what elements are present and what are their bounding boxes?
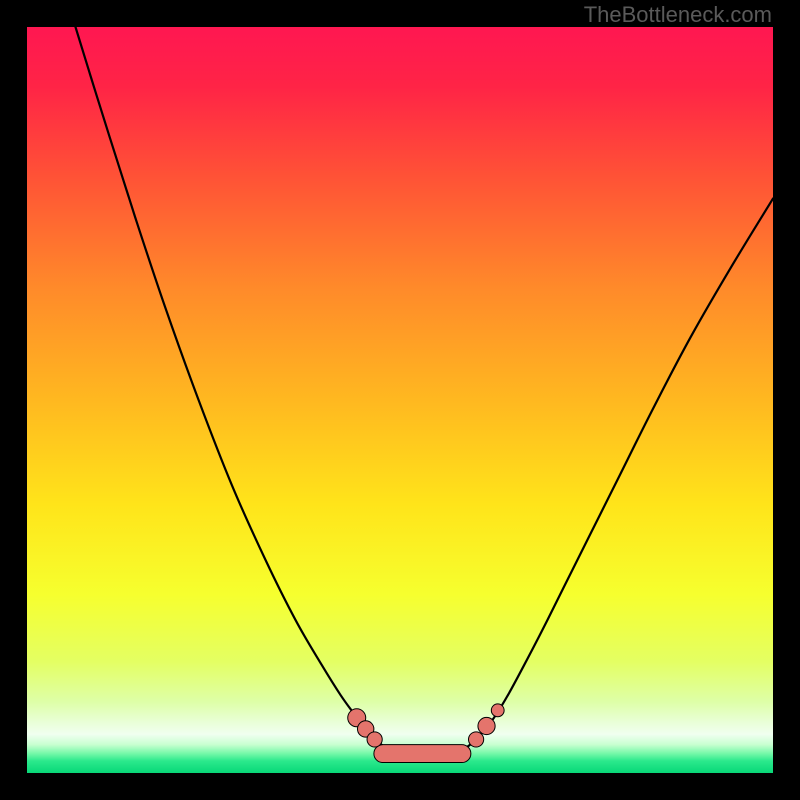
marker-dot-3 [468, 732, 483, 747]
gradient-background [27, 27, 773, 773]
marker-dot-2 [367, 732, 382, 747]
chart-svg [0, 0, 800, 800]
frame-bottom [0, 773, 800, 800]
marker-dot-5 [491, 704, 504, 717]
watermark-text: TheBottleneck.com [584, 2, 772, 28]
chart-stage: TheBottleneck.com [0, 0, 800, 800]
marker-dot-4 [478, 717, 495, 734]
marker-bar [374, 745, 471, 763]
frame-right [773, 0, 800, 800]
frame-left [0, 0, 27, 800]
